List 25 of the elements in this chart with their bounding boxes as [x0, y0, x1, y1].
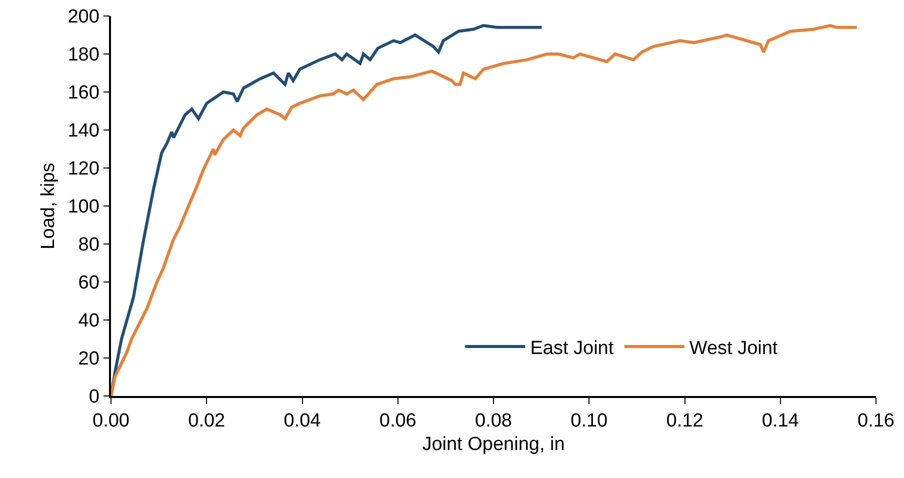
y-tick-label: 60	[78, 272, 100, 294]
y-tick-label: 120	[68, 158, 100, 180]
legend-label: West Joint	[689, 338, 778, 359]
y-tick-label: 140	[68, 120, 100, 142]
x-tick-label: 0.08	[475, 410, 512, 432]
x-tick-label: 0.12	[666, 410, 704, 432]
x-tick-label: 0.06	[379, 410, 416, 432]
y-axis-title: Load, kips	[38, 162, 60, 250]
x-tick-label: 0.14	[762, 410, 800, 432]
x-tick-label: 0.00	[92, 410, 130, 432]
y-tick-label: 180	[68, 44, 100, 66]
y-tick-label: 160	[68, 82, 100, 104]
x-tick-label: 0.04	[284, 410, 322, 432]
y-tick-label: 100	[68, 196, 100, 218]
legend-label: East Joint	[530, 338, 614, 359]
y-tick-label: 20	[78, 348, 100, 370]
y-tick-label: 80	[78, 234, 100, 256]
y-tick-label: 200	[68, 6, 100, 28]
y-tick-label: 0	[88, 386, 100, 408]
line-series	[111, 24, 858, 396]
x-tick-label: 0.16	[858, 410, 894, 432]
x-axis-title: Joint Opening, in	[422, 434, 565, 455]
y-tick-label: 40	[78, 310, 100, 332]
x-tick-label: 0.02	[188, 410, 226, 432]
x-tick-label: 0.10	[570, 410, 608, 432]
